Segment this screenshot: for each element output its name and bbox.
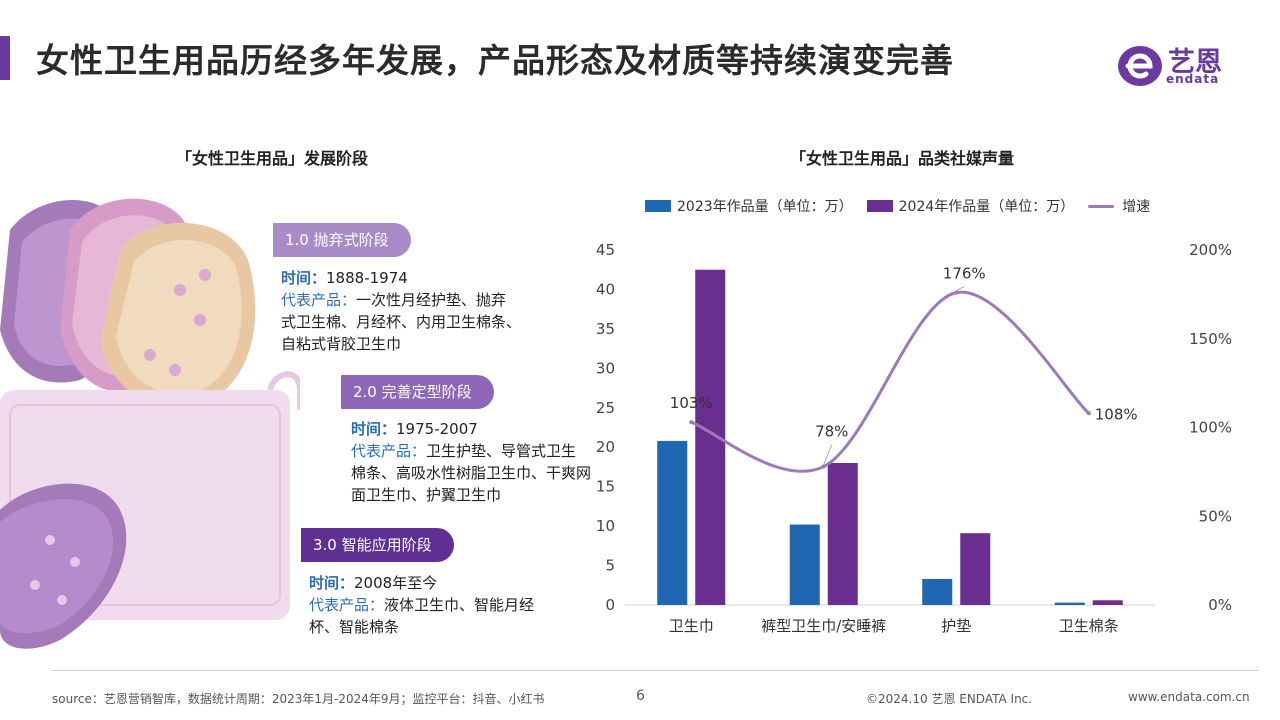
y-left-tick-label: 20 [596, 438, 615, 456]
left-subtitle: 「女性卫生用品」发展阶段 [176, 149, 369, 168]
y-right-tick-label: 200% [1189, 241, 1232, 259]
y-right-tick-label: 100% [1189, 419, 1232, 437]
stage-3-product-label: 代表产品： [309, 596, 385, 614]
y-left-tick-label: 45 [596, 241, 615, 259]
growth-label-leader [823, 444, 833, 465]
footer-source: source：艺恩营销智库，数据统计周期：2023年1月-2024年9月；监控平… [52, 692, 545, 706]
bar-2024 [960, 533, 991, 605]
y-right-tick-label: 50% [1199, 507, 1232, 525]
x-tick-label: 卫生巾 [669, 617, 714, 635]
growth-data-label: 176% [943, 265, 986, 283]
page-number: 6 [636, 688, 645, 704]
pad-purple-front-icon [0, 483, 127, 649]
x-tick-label: 护垫 [941, 617, 971, 635]
sanitary-pads-illustration [0, 198, 300, 649]
growth-data-label: 78% [815, 423, 848, 441]
pad-beige-icon [100, 222, 256, 408]
growth-data-label: 108% [1095, 405, 1138, 423]
growth-point [821, 464, 826, 469]
growth-point [689, 420, 694, 425]
stage-1-details: 时间：1888-1974 代表产品：一次性月经护垫、抛弃式卫生棉、月经杯、内用卫… [281, 267, 521, 355]
legend-item-2024: 2024年作品量（单位：万） [866, 196, 1075, 216]
bar-2023 [1054, 602, 1085, 605]
stage-2-label: 2.0 完善定型阶段 [341, 375, 494, 409]
stage-1-time-label: 时间： [281, 269, 327, 287]
stage-2-time: 1975-2007 [396, 420, 478, 438]
bar-2024 [1092, 600, 1123, 605]
growth-line [690, 290, 1090, 473]
bar-2023 [922, 578, 953, 605]
stage-1-label: 1.0 抛弃式阶段 [273, 223, 411, 257]
stage-3-time: 2008年至今 [354, 574, 438, 592]
bar-2023 [657, 440, 688, 605]
stage-2-products: 卫生护垫、导管式卫生棉条、高吸水性树脂卫生巾、干爽网面卫生巾、护翼卫生巾 [351, 442, 592, 504]
stage-1-time: 1888-1974 [326, 269, 408, 287]
stage-3-products: 液体卫生巾、智能月经杯、智能棉条 [309, 596, 535, 636]
legend-label-2024: 2024年作品量（单位：万） [898, 199, 1075, 215]
endata-logo-icon [1118, 46, 1162, 86]
footer-website: www.endata.com.cn [1128, 690, 1250, 704]
legend-line-growth [1088, 204, 1115, 208]
y-left-tick-label: 5 [605, 557, 615, 575]
y-left-tick-label: 0 [605, 596, 615, 614]
stage-2-product-label: 代表产品： [351, 442, 427, 460]
legend-item-2023: 2023年作品量（单位：万） [645, 196, 853, 216]
stage-2-time-label: 时间： [351, 420, 397, 438]
chart-title: 「女性卫生用品」品类社媒声量 [790, 149, 1015, 168]
social-volume-chart: 0 5 10 15 20 25 30 35 40 45 0% 50% 100% 150% 200% 卫生巾 裤型… [596, 241, 1232, 635]
stage-1-products: 一次性月经护垫、抛弃式卫生棉、月经杯、内用卫生棉条、自粘式背胶卫生巾 [281, 291, 522, 353]
page-title: 女性卫生用品历经多年发展，产品形态及材质等持续演变完善 [36, 41, 954, 80]
y-left-tick-label: 25 [596, 399, 615, 417]
stage-3-details: 时间：2008年至今 代表产品：液体卫生巾、智能月经杯、智能棉条 [309, 572, 559, 638]
stage-3-label: 3.0 智能应用阶段 [301, 528, 454, 562]
footer-divider [52, 670, 1258, 671]
bar-2023 [789, 524, 820, 605]
logo-subtext: endata [1166, 72, 1220, 86]
y-left-tick-label: 35 [596, 320, 615, 338]
growth-data-label: 103% [670, 394, 713, 412]
y-left-tick-label: 10 [596, 517, 615, 535]
x-tick-label: 裤型卫生巾/安睡裤 [761, 617, 886, 635]
legend-label-growth: 增速 [1122, 199, 1151, 215]
legend-swatch-2024 [866, 200, 893, 212]
stage-3-time-label: 时间： [309, 574, 355, 592]
chart-legend: 2023年作品量（单位：万） 2024年作品量（单位：万） 增速 [645, 196, 1164, 216]
y-left-tick-label: 30 [596, 359, 615, 377]
growth-point [1086, 411, 1091, 416]
stage-1-product-label: 代表产品： [281, 291, 357, 309]
growth-label-leader [956, 286, 965, 292]
title-accent-bar [0, 36, 10, 80]
y-right-tick-label: 150% [1189, 330, 1232, 348]
stage-2-details: 时间：1975-2007 代表产品：卫生护垫、导管式卫生棉条、高吸水性树脂卫生巾… [351, 418, 591, 506]
growth-point [954, 290, 959, 295]
x-tick-label: 卫生棉条 [1059, 617, 1119, 635]
y-left-tick-label: 40 [596, 280, 615, 298]
logo-text: 艺恩 [1168, 47, 1222, 78]
y-right-tick-label: 0% [1208, 596, 1232, 614]
legend-swatch-2023 [645, 200, 671, 212]
bar-2024 [827, 463, 858, 605]
legend-item-growth: 增速 [1088, 196, 1150, 216]
legend-label-2023: 2023年作品量（单位：万） [677, 199, 853, 215]
y-left-tick-label: 15 [596, 478, 615, 496]
footer-copyright: ©2024.10 艺恩 ENDATA Inc. [866, 692, 1033, 706]
